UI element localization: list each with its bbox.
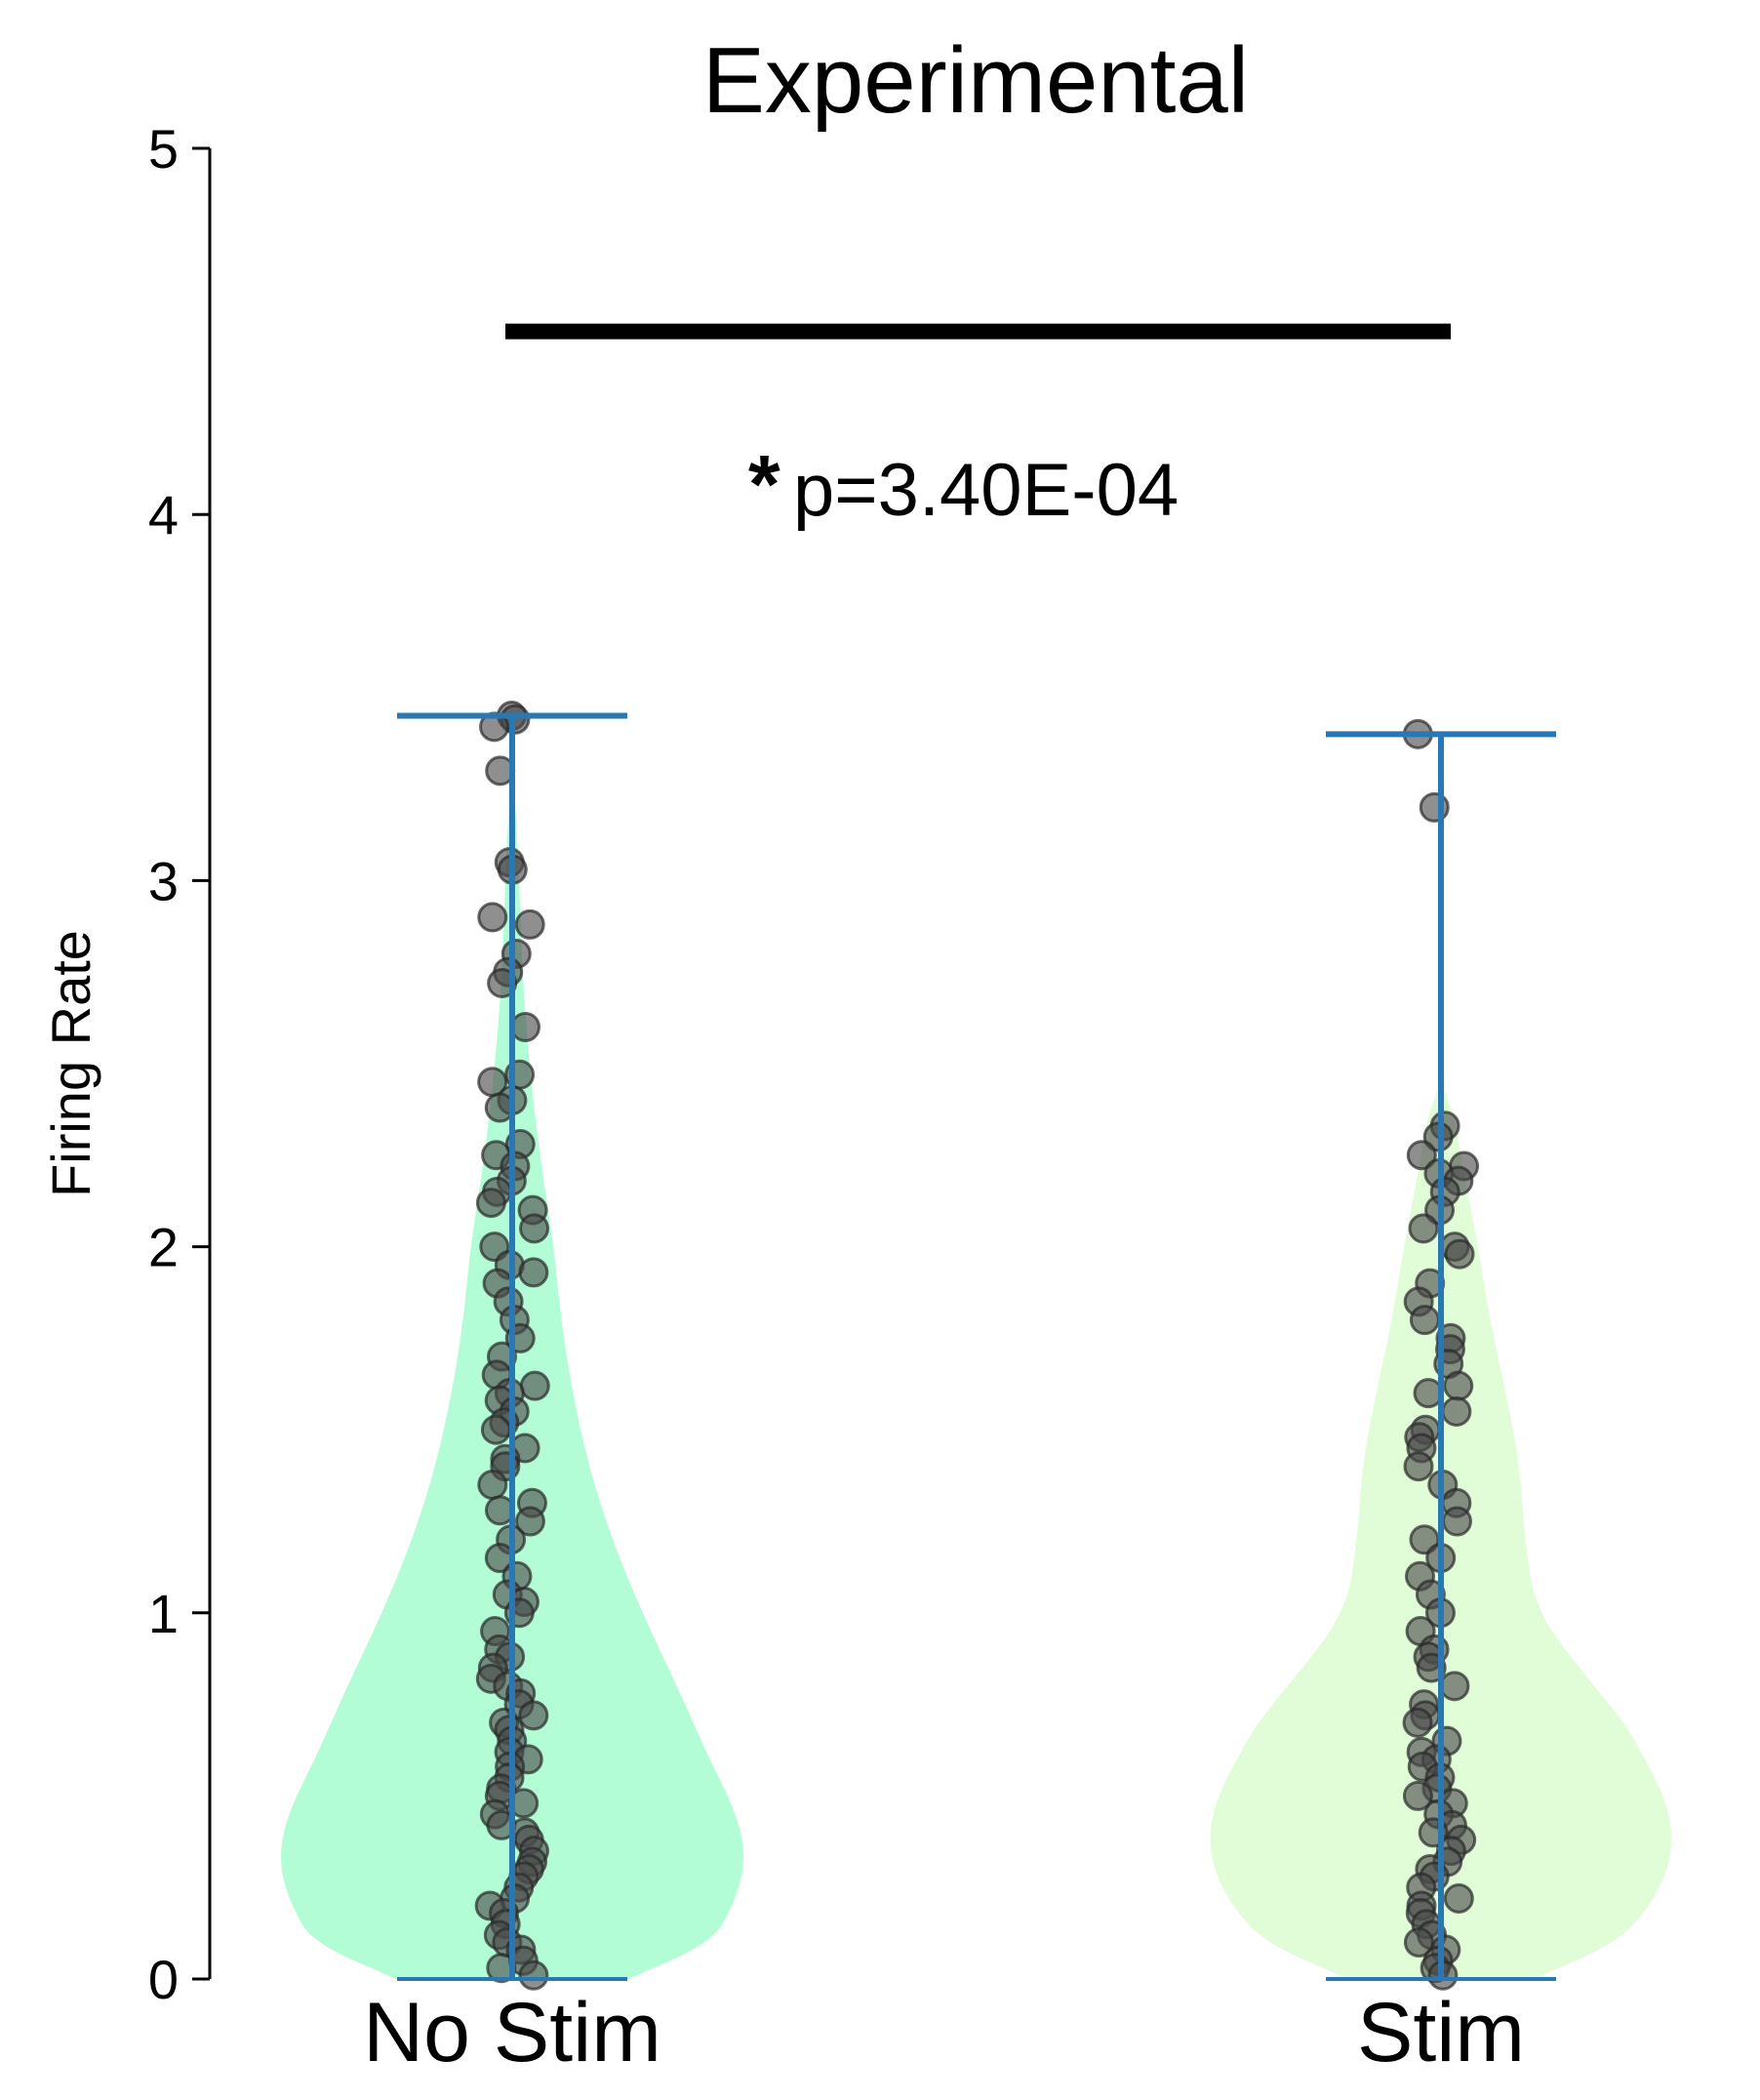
data-point — [1406, 1140, 1437, 1171]
y-tick-label: 5 — [148, 118, 179, 180]
data-point — [1403, 1451, 1434, 1482]
data-point — [514, 909, 545, 940]
significance-star: * — [748, 438, 780, 530]
data-point — [477, 1469, 508, 1500]
chart-title: Experimental — [702, 28, 1249, 133]
y-tick-label: 0 — [148, 1949, 179, 2010]
data-point — [518, 1700, 549, 1731]
y-tick-label: 4 — [148, 484, 179, 545]
data-point — [1439, 1671, 1470, 1702]
data-point — [487, 967, 518, 998]
data-point — [518, 1959, 549, 1991]
y-axis: 0 1 2 3 4 5 — [148, 118, 212, 2010]
data-point — [1443, 1370, 1474, 1401]
x-tick-label-stim: Stim — [1357, 1986, 1525, 2080]
data-point — [1413, 1378, 1444, 1409]
data-point — [477, 902, 508, 933]
y-tick-label: 2 — [148, 1217, 179, 1278]
data-point — [519, 1213, 550, 1244]
data-point — [1402, 1780, 1433, 1811]
data-point — [1408, 1213, 1439, 1244]
y-tick-label: 1 — [148, 1583, 179, 1644]
y-axis-label: Firing Rate — [40, 930, 101, 1197]
y-tick-label: 3 — [148, 850, 179, 911]
data-point — [475, 1188, 506, 1219]
data-point — [1443, 1882, 1474, 1914]
data-point — [1409, 1305, 1440, 1336]
p-value-label: p=3.40E-04 — [793, 449, 1179, 532]
data-point — [480, 1414, 511, 1445]
whiskers-layer — [397, 712, 1556, 1981]
data-point — [518, 1257, 549, 1288]
data-point — [1444, 1238, 1475, 1270]
x-tick-label-no-stim: No Stim — [363, 1986, 661, 2080]
data-point — [1441, 1395, 1472, 1427]
data-point — [1441, 1506, 1472, 1537]
data-point — [1419, 791, 1450, 823]
data-point — [514, 1506, 545, 1537]
data-point — [510, 1011, 541, 1042]
data-point — [519, 1370, 550, 1401]
data-point — [1402, 1707, 1433, 1738]
